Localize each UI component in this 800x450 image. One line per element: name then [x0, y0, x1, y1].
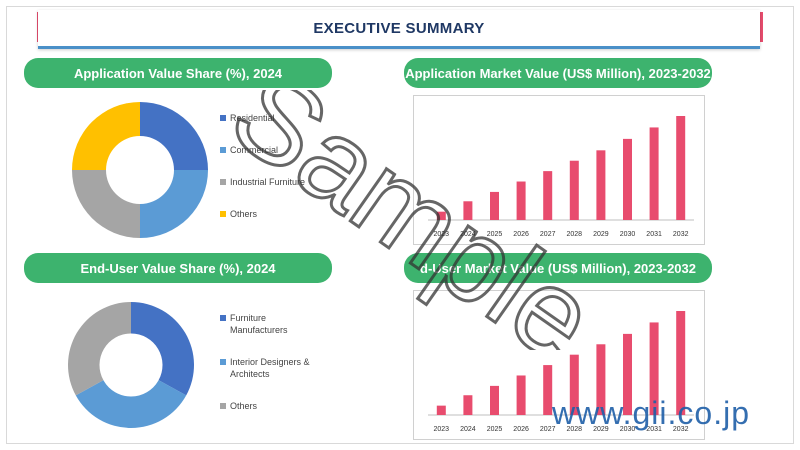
- x-tick-label: 2029: [593, 231, 609, 238]
- page-frame: [6, 6, 794, 444]
- app-market-chart-box: 2023 2024 2025 2026 2027 2028 2029 2030 2031 2032: [413, 95, 705, 245]
- donut-slice-interior-designers-architects: [75, 380, 187, 428]
- app-share-legend: Residential Commercial Industrial Furnitur…: [220, 112, 310, 240]
- x-tick-label: 2025: [487, 426, 503, 433]
- legend-swatch: [220, 211, 226, 217]
- app-share-title: Application Value Share (%), 2024: [73, 65, 283, 81]
- x-tick-label: 2030: [620, 231, 636, 238]
- legend-swatch: [220, 359, 226, 365]
- bar-2026: [516, 375, 526, 415]
- site-watermark: www.gii.co.jp: [552, 395, 750, 431]
- bar-2023: [436, 211, 446, 220]
- legend-item: Furniture Manufacturers: [220, 312, 320, 336]
- legend-item: Industrial Furniture: [220, 176, 310, 188]
- legend-item: Interior Designers & Architects: [220, 356, 320, 380]
- legend-label: Industrial Furniture: [230, 177, 306, 187]
- end-share-donut: [67, 302, 194, 428]
- donut-slice-others: [67, 302, 131, 396]
- x-tick-label: 2032: [673, 426, 689, 433]
- bar-2027: [543, 171, 553, 220]
- end-market-header: d-User Market Value (US$ Million), 2023-…: [404, 253, 712, 283]
- legend-item: Residential: [220, 112, 310, 124]
- end-market-title: d-User Market Value (US$ Million), 2023-…: [420, 260, 696, 276]
- x-tick-label: 2026: [513, 426, 529, 433]
- app-market-header: Application Market Value (US$ Million), …: [404, 58, 712, 88]
- bar-2025: [490, 385, 499, 415]
- bar-2027: [543, 365, 553, 415]
- bar-2029: [596, 150, 606, 220]
- legend-label: Interior Designers & Architects: [230, 357, 310, 379]
- end-share-header: End-User Value Share (%), 2024: [24, 253, 332, 283]
- x-tick-label: 2029: [593, 426, 609, 433]
- app-share-donut: [72, 102, 208, 238]
- end-market-bar-chart: 2023 2024 2025 2026 2027 2028 2029 2030 2031 2032: [428, 311, 694, 433]
- x-tick-label: 2030: [620, 426, 636, 433]
- bar-2032: [676, 311, 686, 415]
- donut-slice-furniture-manufacturers: [131, 302, 194, 396]
- x-tick-label: 2028: [567, 231, 583, 238]
- legend-label: Others: [230, 401, 258, 411]
- bar-2032: [676, 116, 686, 220]
- legend-label: Commercial: [230, 145, 279, 155]
- bar-2024: [463, 201, 473, 220]
- bar-2023: [436, 405, 446, 415]
- legend-label: Residential: [230, 113, 275, 123]
- bar-2030: [623, 333, 632, 415]
- donut-slice-others: [72, 102, 140, 170]
- donut-slice-commercial: [140, 170, 208, 238]
- x-tick-label: 2032: [673, 231, 689, 238]
- bar-2029: [596, 344, 606, 415]
- donut-slice-industrial-furniture: [72, 170, 140, 238]
- app-market-title: Application Market Value (US$ Million), …: [405, 65, 711, 81]
- end-share-title: End-User Value Share (%), 2024: [80, 260, 276, 276]
- app-market-bar-chart: 2023 2024 2025 2026 2027 2028 2029 2030 2031 2032: [428, 116, 694, 238]
- legend-swatch: [220, 147, 226, 153]
- x-tick-label: 2027: [540, 231, 556, 238]
- x-tick-label: 2027: [540, 426, 556, 433]
- bar-2031: [649, 127, 659, 220]
- x-tick-label: 2031: [646, 426, 662, 433]
- bar-2026: [516, 181, 526, 220]
- bar-2030: [623, 138, 632, 220]
- title-bar: EXECUTIVE SUMMARY: [38, 10, 760, 49]
- x-tick-label: 2023: [434, 426, 450, 433]
- x-tick-label: 2025: [487, 231, 503, 238]
- x-tick-label: 2026: [513, 231, 529, 238]
- legend-label: Others: [230, 209, 258, 219]
- bar-2028: [569, 354, 579, 415]
- bar-2031: [649, 322, 659, 415]
- legend-item: Others: [220, 208, 310, 220]
- legend-swatch: [220, 315, 226, 321]
- legend-item: Others: [220, 400, 320, 412]
- x-tick-label: 2023: [434, 231, 450, 238]
- app-share-header: Application Value Share (%), 2024: [24, 58, 332, 88]
- legend-swatch: [220, 115, 226, 121]
- x-tick-label: 2024: [460, 231, 476, 238]
- bar-2025: [490, 191, 499, 220]
- x-tick-label: 2024: [460, 426, 476, 433]
- end-market-chart-box: 2023 2024 2025 2026 2027 2028 2029 2030 2031 2032: [413, 290, 705, 440]
- x-tick-label: 2028: [567, 426, 583, 433]
- x-tick-label: 2031: [646, 231, 662, 238]
- legend-label: Furniture Manufacturers: [230, 313, 288, 335]
- legend-item: Commercial: [220, 144, 310, 156]
- legend-swatch: [220, 403, 226, 409]
- donut-slice-residential: [140, 102, 208, 170]
- legend-swatch: [220, 179, 226, 185]
- bar-2028: [569, 160, 579, 220]
- bar-2024: [463, 395, 473, 415]
- page-title: EXECUTIVE SUMMARY: [313, 19, 485, 37]
- end-share-legend: Furniture Manufacturers Interior Designer…: [220, 312, 320, 432]
